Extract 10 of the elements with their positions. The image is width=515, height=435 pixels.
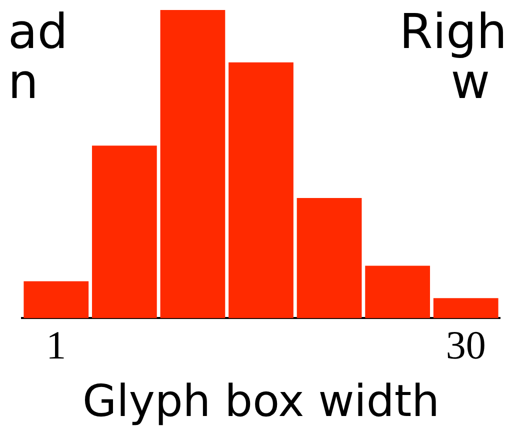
x-axis-title: Glyph box width <box>82 376 440 428</box>
bar <box>228 62 294 318</box>
bar <box>296 198 362 318</box>
bar <box>365 266 430 318</box>
x-tick-label: 30 <box>446 322 486 368</box>
x-tick-label: 1 <box>46 322 66 368</box>
bar <box>160 10 226 318</box>
bar <box>24 281 89 318</box>
bar <box>92 146 157 318</box>
bar <box>433 298 498 318</box>
